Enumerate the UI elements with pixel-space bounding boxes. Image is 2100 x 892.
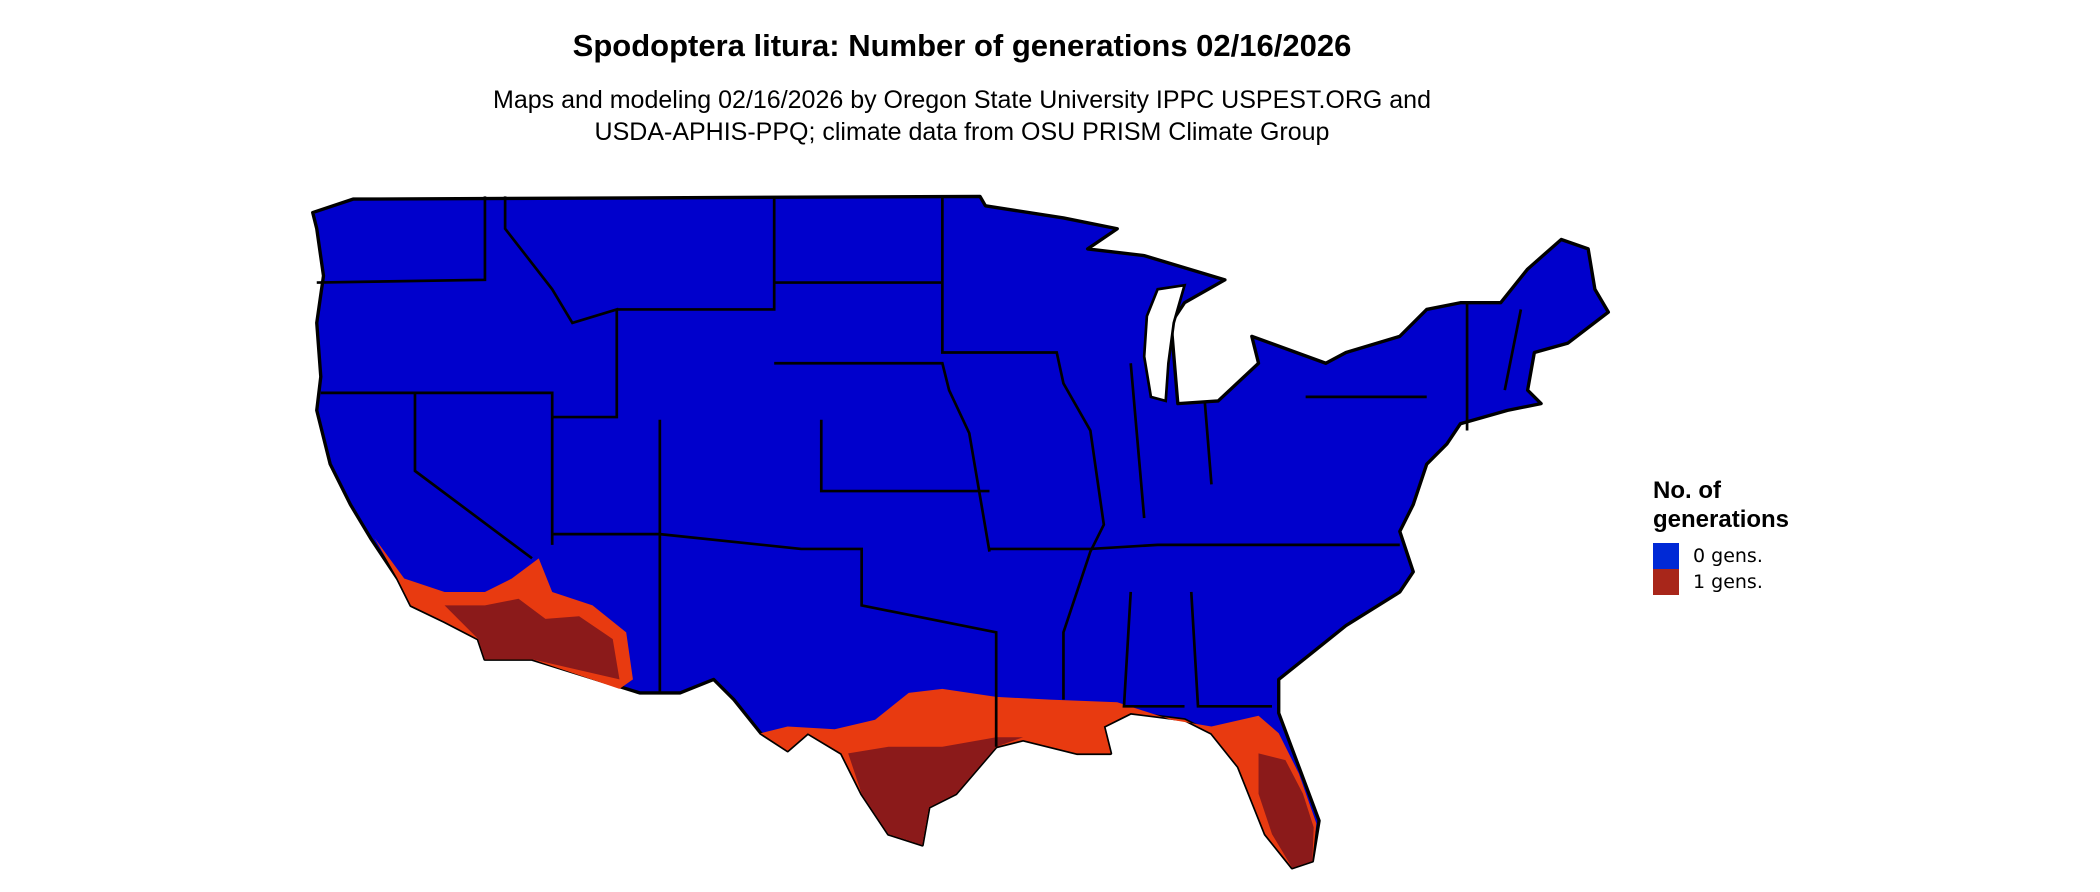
map-title: Spodoptera litura: Number of generations… <box>572 28 1352 63</box>
legend: No. of generations 0 gens. 1 gens. <box>1653 476 1789 595</box>
gulf-coast-inner-band <box>848 737 1024 845</box>
legend-swatch-0-gens <box>1653 543 1679 569</box>
map-subtitle-line2: USDA-APHIS-PPQ; climate data from OSU PR… <box>594 118 1330 146</box>
state-borders <box>316 196 1523 747</box>
legend-title-line2: generations <box>1653 506 1790 533</box>
legend-item-0-gens: 0 gens. <box>1653 543 1789 569</box>
southwest-inner-area <box>444 598 620 680</box>
one-generation-areas <box>374 538 1317 868</box>
legend-item-1-gens: 1 gens. <box>1653 569 1789 595</box>
legend-label: 1 gens. <box>1693 571 1763 593</box>
legend-label: 0 gens. <box>1693 545 1763 567</box>
legend-title-line1: No. of <box>1653 477 1721 504</box>
florida-inner-area <box>1258 753 1314 868</box>
map-subtitle-line1: Maps and modeling 02/16/2026 by Oregon S… <box>493 86 1431 114</box>
legend-swatch-1-gens <box>1653 569 1679 595</box>
lake-michigan <box>1142 283 1187 403</box>
